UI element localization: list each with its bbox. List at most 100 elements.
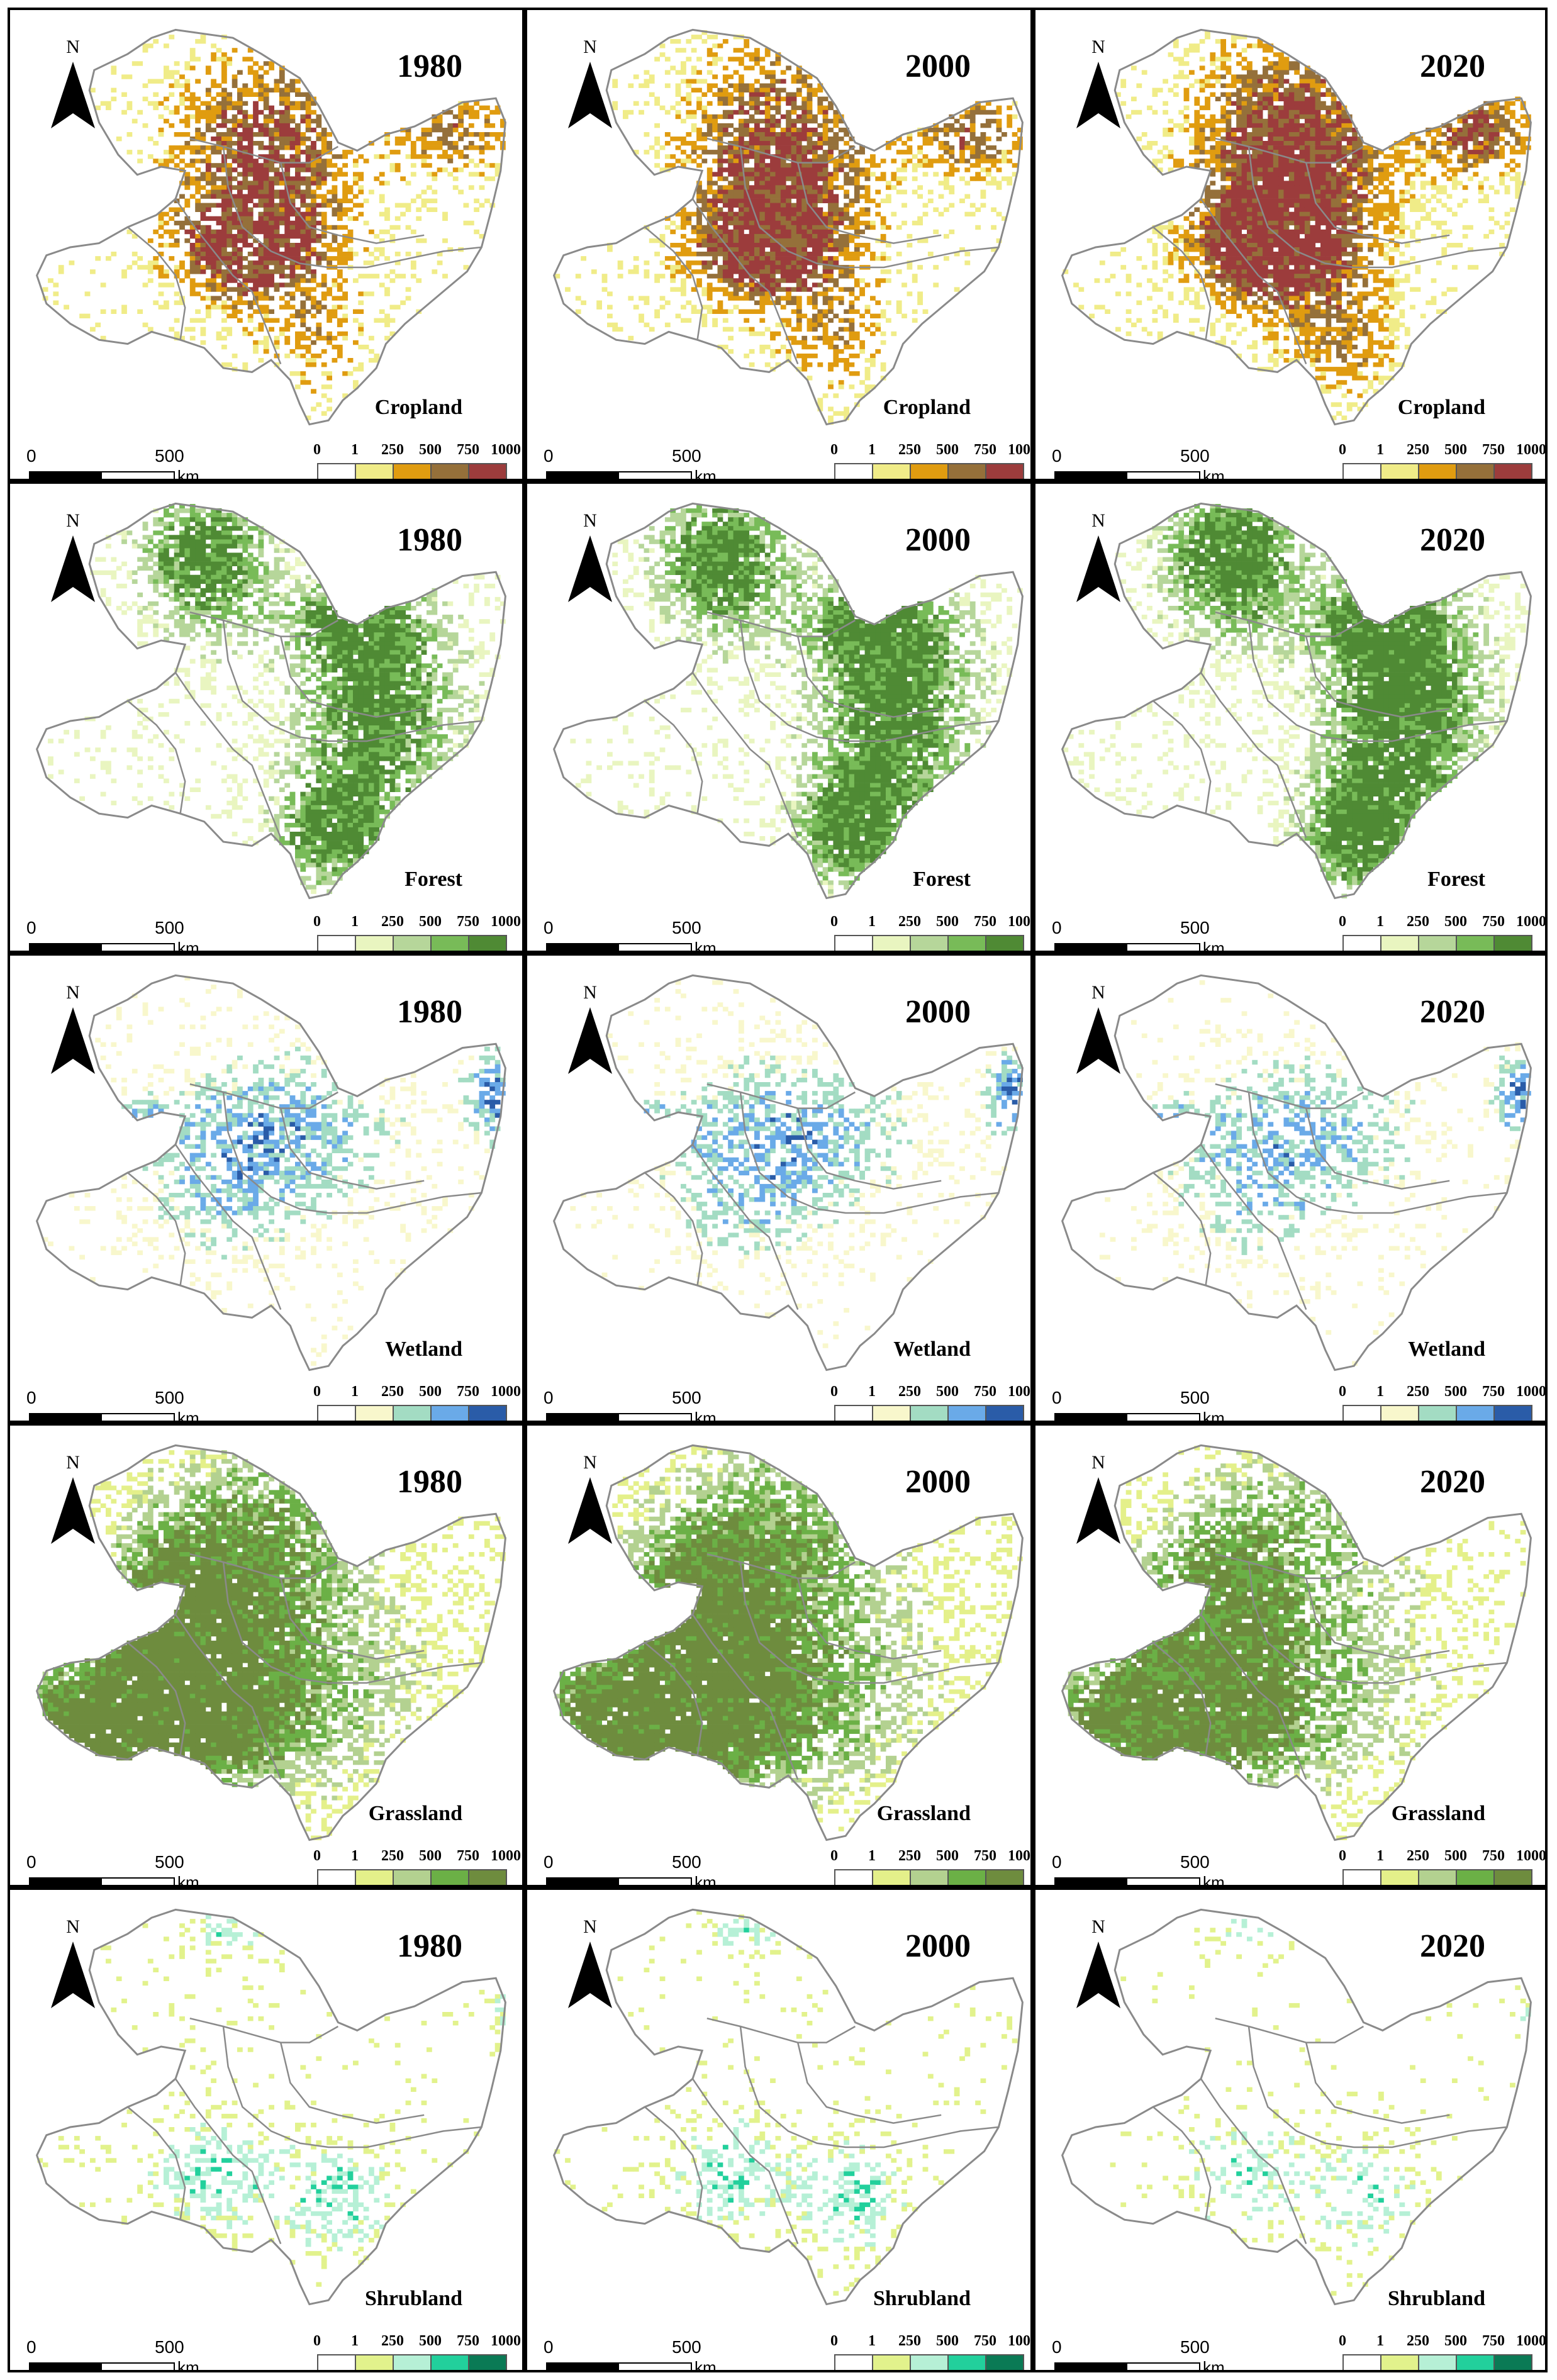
scale-unit: km — [695, 2358, 717, 2370]
legend-swatch — [1380, 463, 1419, 479]
year-label: 1980 — [397, 522, 462, 559]
layer-label: Shrubland — [365, 2287, 462, 2311]
legend-break-label: 1 — [351, 2333, 359, 2350]
legend-break-label: 250 — [1407, 1383, 1429, 1400]
legend-break-label: 1000 — [1008, 2333, 1030, 2350]
legend-swatch — [393, 935, 432, 951]
map-panel-shrubland-1980: N 1980 Shrubland 0 500 km 0 1 250 500 750 1000 — [8, 1887, 525, 2372]
density-cells — [1063, 504, 1531, 898]
legend-swatch — [834, 463, 873, 479]
province-boundary — [222, 1562, 482, 1684]
legend-swatch — [1456, 935, 1495, 951]
region-map — [552, 28, 1024, 426]
province-boundary — [739, 2026, 999, 2148]
legend-break-label: 1000 — [491, 2333, 521, 2350]
legend-swatch — [393, 1405, 432, 1421]
scale-mid: 500 — [155, 446, 184, 466]
legend-swatch — [910, 1405, 949, 1421]
province-boundary — [796, 636, 942, 718]
legend-break-label: 1000 — [491, 1383, 521, 1400]
year-label: 2000 — [905, 522, 971, 559]
legend-break-label: 1 — [868, 913, 876, 930]
province-boundary — [1215, 1553, 1364, 1579]
province-boundary — [1200, 198, 1307, 365]
legend-break-label: 0 — [1339, 2333, 1346, 2350]
province-boundary — [222, 146, 482, 269]
legend-break-label: 0 — [313, 1383, 321, 1400]
legend-break-label: 1 — [1376, 2333, 1384, 2350]
region-fill — [1062, 1909, 1531, 2305]
scale-unit: km — [1203, 467, 1225, 479]
legend-swatch — [355, 1405, 394, 1421]
legend-swatch — [834, 2354, 873, 2370]
province-boundary — [1200, 1144, 1307, 1310]
province-boundary — [127, 2106, 186, 2220]
legend-break-label: 1 — [868, 2333, 876, 2350]
legend-break-label: 750 — [1482, 442, 1505, 459]
legend-swatch — [872, 1869, 911, 1885]
legend-swatch — [834, 1869, 873, 1885]
region-map — [1061, 28, 1532, 426]
legend-break-label: 1000 — [491, 1848, 521, 1865]
province-boundary — [1215, 2017, 1364, 2043]
legend-swatch — [985, 1405, 1024, 1421]
legend-break-label: 250 — [381, 913, 404, 930]
region-outline — [1061, 28, 1532, 426]
scale-bar-graphic — [546, 1877, 692, 1885]
legend: 0 1 250 500 750 1000 — [1339, 1848, 1545, 1885]
map-panel-cropland-2020: N 2020 Cropland 0 500 km 0 1 250 500 750 1000 — [1033, 8, 1548, 481]
scale-bar: 0 500 km — [1052, 918, 1262, 951]
scale-mid: 500 — [155, 1388, 184, 1408]
province-boundary — [691, 672, 799, 839]
density-cells — [42, 976, 506, 1366]
legend-swatch — [1456, 1869, 1495, 1885]
legend-swatch — [468, 2354, 507, 2370]
province-boundary — [1247, 146, 1507, 269]
legend-break-label: 1000 — [1008, 442, 1030, 459]
legend-swatch — [430, 2354, 469, 2370]
legend-swatch — [430, 463, 469, 479]
legend-swatch — [1493, 1405, 1532, 1421]
scale-mid: 500 — [672, 1388, 701, 1408]
province-boundary — [644, 1172, 703, 1286]
province-boundary — [706, 2017, 856, 2043]
legend-break-label: 1000 — [1516, 1383, 1545, 1400]
legend-break-label: 500 — [1444, 442, 1467, 459]
province-boundary — [706, 137, 856, 164]
legend-swatch — [1342, 2354, 1381, 2370]
province-boundary — [174, 198, 282, 365]
legend-break-label: 1000 — [1516, 2333, 1545, 2350]
legend-swatch — [1342, 935, 1381, 951]
scale-unit: km — [1203, 939, 1225, 951]
legend-break-label: 750 — [457, 442, 479, 459]
legend-break-label: 0 — [313, 2333, 321, 2350]
legend-swatch — [947, 2354, 986, 2370]
legend-swatch — [985, 2354, 1024, 2370]
scale-zero: 0 — [1052, 1852, 1062, 1872]
map-panel-forest-2020: N 2020 Forest 0 500 km 0 1 250 500 750 1000 — [1033, 481, 1548, 953]
year-label: 2020 — [1420, 1928, 1485, 1965]
scale-mid: 500 — [1180, 1852, 1210, 1872]
year-label: 2000 — [905, 1928, 971, 1965]
scale-bar-graphic — [1054, 471, 1200, 479]
layer-label: Cropland — [883, 396, 971, 420]
scale-bar: 0 500 km — [544, 446, 754, 479]
north-label: N — [555, 36, 625, 58]
province-boundary — [739, 620, 999, 742]
region-outline — [552, 1444, 1024, 1841]
north-arrow-icon: N — [1064, 36, 1133, 131]
legend-break-label: 250 — [1407, 913, 1429, 930]
north-arrow-icon: N — [555, 1916, 625, 2011]
region-outline — [552, 28, 1024, 426]
scale-zero: 0 — [26, 1852, 36, 1872]
legend-swatch — [947, 1405, 986, 1421]
legend-swatch — [355, 2354, 394, 2370]
north-label: N — [1064, 510, 1133, 532]
province-boundary — [644, 2106, 703, 2220]
province-boundary — [1305, 162, 1450, 244]
scale-bar: 0 500 km — [544, 1388, 754, 1421]
legend-break-label: 1 — [868, 442, 876, 459]
region-outline — [552, 974, 1024, 1372]
legend-break-label: 1 — [1376, 1383, 1384, 1400]
legend-break-label: 250 — [898, 913, 921, 930]
